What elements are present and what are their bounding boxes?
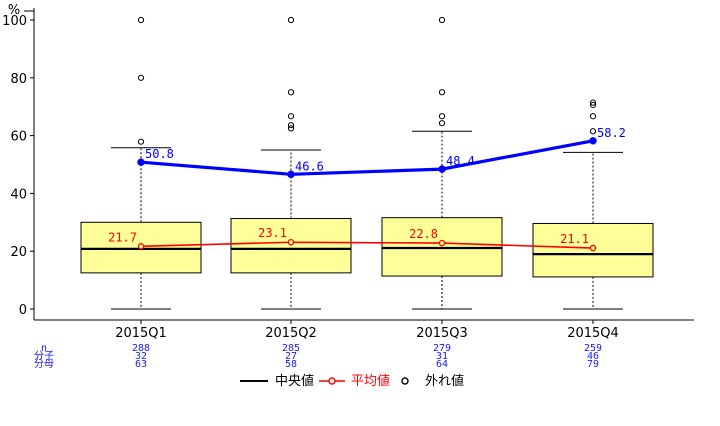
x-tick-label-3: 2015Q4 — [567, 326, 619, 341]
legend-median-label: 中央値 — [275, 373, 314, 389]
box-2015Q3-outlier-3 — [438, 16, 446, 24]
mean-label-0: 21.7 — [108, 230, 137, 244]
y-tick-label-100: 100 — [2, 14, 27, 29]
mean-point-1 — [287, 238, 295, 246]
box-2015Q2-outlier-4 — [287, 16, 295, 24]
overall-point-3 — [589, 137, 597, 145]
x-tick-label-2: 2015Q3 — [416, 326, 468, 341]
table-cell-2-2: 64 — [436, 359, 448, 370]
table-cell-1-0: 285 — [282, 343, 300, 354]
legend-outlier-marker — [401, 377, 409, 385]
mean-point-3 — [589, 244, 597, 252]
mean-label-3: 21.1 — [560, 232, 589, 246]
mean-label-1: 23.1 — [258, 226, 287, 240]
box-2015Q1-outlier-0 — [137, 138, 145, 145]
box-2015Q2-outlier-1 — [287, 122, 295, 129]
x-tick-label-1: 2015Q2 — [265, 326, 317, 341]
y-tick-label-0: 0 — [19, 303, 27, 318]
y-axis-label: % — [8, 3, 20, 18]
table-cell-2-1: 31 — [436, 351, 448, 362]
box-2015Q1-outlier-1 — [137, 74, 145, 81]
box-2015Q3-outlier-2 — [438, 89, 446, 96]
box-2015Q1-outlier-2 — [137, 16, 145, 24]
mean-label-2: 22.8 — [409, 227, 438, 241]
overall-label-0: 50.8 — [145, 147, 174, 161]
legend-outlier-label: 外れ値 — [425, 373, 464, 389]
y-tick-label-40: 40 — [10, 187, 27, 202]
box-2015Q4-outlier-3 — [589, 99, 597, 106]
table-cell-0-1: 32 — [135, 351, 147, 362]
table-cell-3-2: 79 — [587, 359, 599, 370]
box-2015Q3-outlier-1 — [438, 113, 446, 120]
table-cell-0-2: 63 — [135, 359, 147, 370]
legend-mean-label: 平均値 — [351, 373, 390, 389]
box-2015Q2-outlier-0 — [287, 125, 295, 132]
table-row-label-2: 分母 — [34, 358, 54, 370]
y-tick-label-80: 80 — [10, 72, 27, 87]
table-cell-1-1: 27 — [285, 351, 297, 362]
mean-point-0 — [137, 243, 145, 250]
box-2015Q4-outlier-2 — [589, 101, 597, 109]
table-cell-1-2: 58 — [285, 359, 297, 370]
box-2015Q4-outlier-1 — [589, 113, 597, 120]
table-row-label-1: 分子 — [34, 350, 54, 362]
table-cell-3-0: 259 — [584, 343, 602, 354]
overall-point-0 — [137, 158, 145, 166]
box-2015Q2-iqr-box — [230, 218, 352, 274]
y-tick-label-20: 20 — [10, 245, 27, 260]
table-cell-2-0: 279 — [433, 343, 451, 354]
mean-series-line — [140, 241, 594, 249]
x-tick-label-0: 2015Q1 — [115, 326, 167, 341]
box-2015Q4-outlier-0 — [589, 128, 597, 135]
table-cell-3-1: 46 — [587, 351, 599, 362]
mean-point-2 — [438, 239, 446, 247]
overall-label-1: 46.6 — [295, 159, 324, 173]
box-2015Q3-iqr-box — [381, 217, 503, 277]
box-2015Q3-outlier-0 — [438, 120, 446, 127]
overall-series-line — [140, 139, 594, 176]
overall-point-1 — [287, 170, 295, 179]
overall-point-2 — [438, 165, 446, 173]
y-tick-label-60: 60 — [10, 130, 27, 145]
overall-label-3: 58.2 — [597, 126, 626, 140]
table-cell-0-0: 288 — [132, 343, 150, 354]
table-row-label-0: n — [41, 343, 47, 354]
box-2015Q2-outlier-3 — [287, 89, 295, 96]
overall-label-2: 48.4 — [446, 154, 475, 168]
box-2015Q2-outlier-2 — [287, 113, 295, 120]
legend-mean-marker — [328, 377, 336, 385]
